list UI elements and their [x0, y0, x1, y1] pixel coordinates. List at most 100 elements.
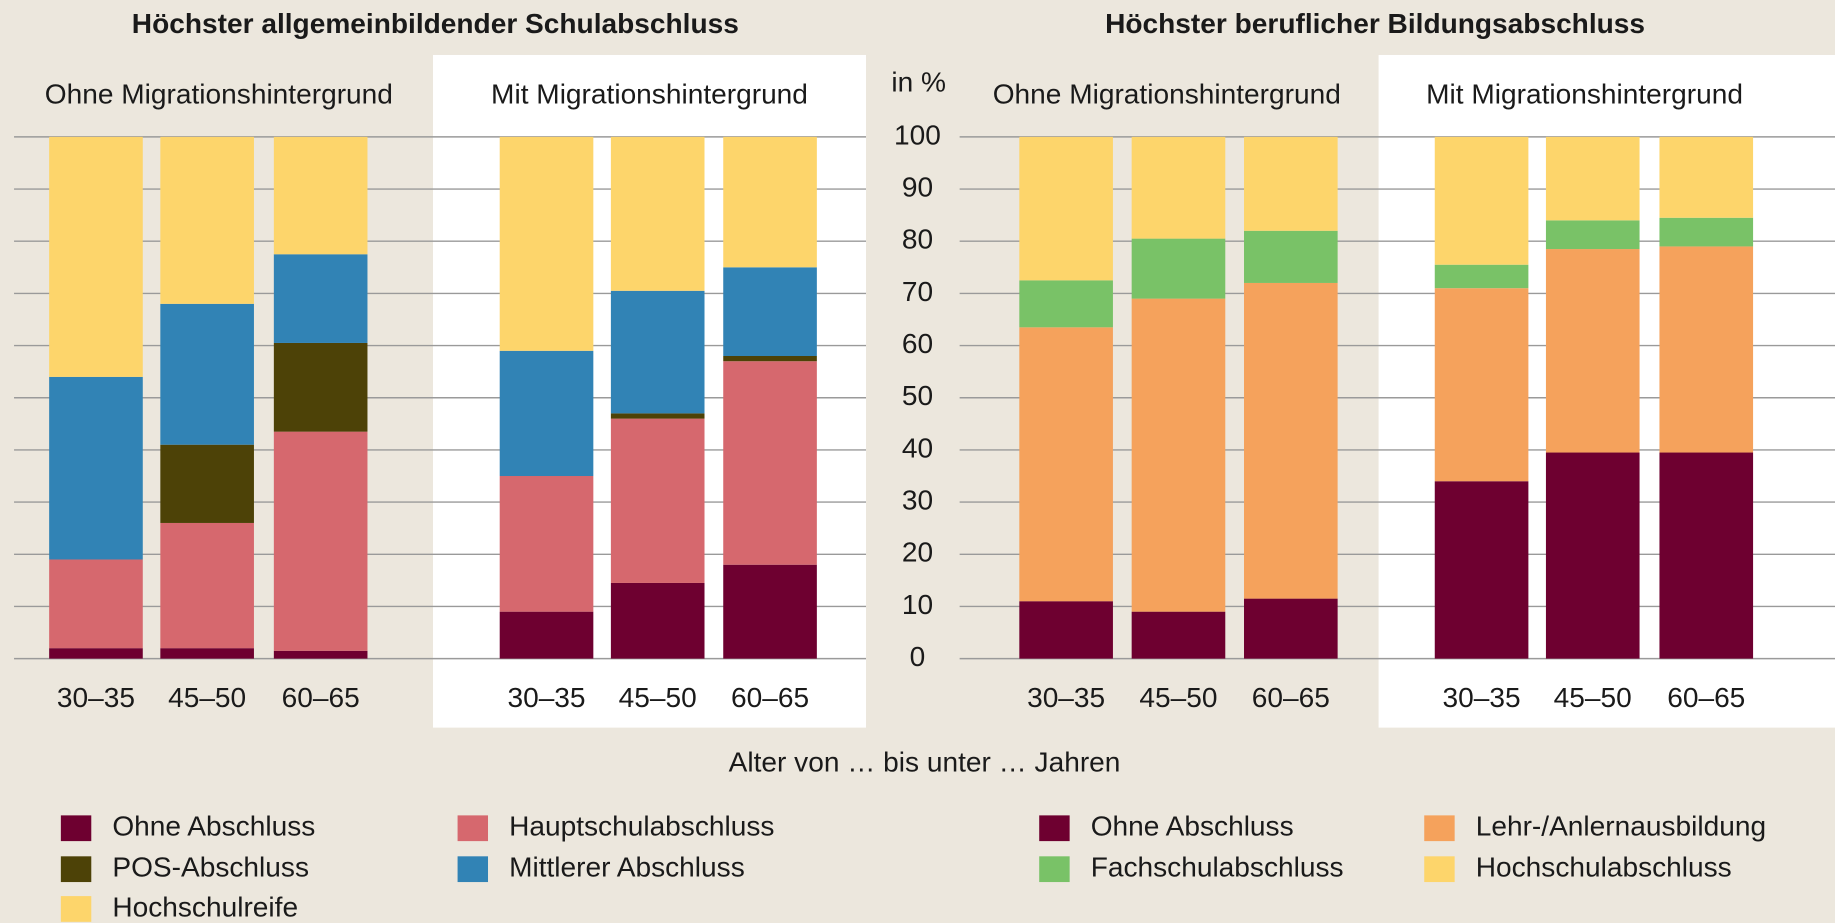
x-tick-label: 60–65	[1667, 682, 1745, 713]
bar-segment	[1434, 136, 1529, 265]
y-tick-label: 90	[902, 171, 933, 202]
legend-label: Ohne Abschluss	[112, 811, 315, 842]
x-tick-label: 60–65	[282, 682, 360, 713]
y-tick-label: 0	[910, 641, 926, 672]
legend-swatch	[60, 815, 92, 842]
bar-segment	[273, 254, 368, 343]
bar-segment	[1131, 238, 1226, 299]
legend-label: Hauptschulabschluss	[509, 811, 774, 842]
x-tick-label: 45–50	[1139, 682, 1217, 713]
bar-segment	[499, 350, 594, 477]
bar-segment	[610, 290, 705, 414]
bar-segment	[1019, 601, 1113, 659]
bar-segment	[610, 418, 705, 583]
bar-segment	[723, 267, 817, 357]
legend-swatch	[1039, 815, 1070, 842]
x-tick-label: 45–50	[1554, 682, 1632, 713]
panel-title: Mit Migrationshintergrund	[1426, 78, 1743, 109]
bar-segment	[610, 136, 705, 291]
x-axis-label: Alter von … bis unter … Jahren	[729, 746, 1121, 777]
legend-label: Hochschulreife	[112, 891, 298, 922]
legend-swatch	[60, 856, 92, 883]
bar-segment	[1244, 282, 1338, 599]
y-tick-label: 80	[902, 224, 933, 255]
legend-label: Lehr-/Anlernausbildung	[1476, 811, 1766, 842]
bar-segment	[610, 413, 705, 419]
x-tick-label: 30–35	[1027, 682, 1105, 713]
legend-swatch	[457, 856, 489, 883]
y-tick-label: 10	[902, 589, 933, 620]
legend-label: Ohne Abschluss	[1091, 811, 1294, 842]
legend-swatch	[457, 815, 489, 842]
x-tick-label: 60–65	[1252, 682, 1330, 713]
legend-swatch	[1424, 815, 1455, 842]
bar-segment	[499, 136, 594, 351]
panel-title: Ohne Migrationshintergrund	[45, 78, 393, 109]
x-tick-label: 30–35	[507, 682, 585, 713]
x-tick-label: 45–50	[619, 682, 697, 713]
bar-segment	[610, 582, 705, 659]
panel-title: Mit Migrationshintergrund	[491, 78, 808, 109]
bar-segment	[1019, 136, 1113, 281]
bar-segment	[723, 361, 817, 565]
x-tick-label: 30–35	[57, 682, 135, 713]
bar-segment	[160, 648, 254, 659]
bar-segment	[723, 356, 817, 362]
bar-segment	[49, 648, 143, 659]
y-tick-label: 70	[902, 276, 933, 307]
bar-segment	[273, 342, 368, 432]
y-tick-label: 100	[894, 119, 941, 150]
y-tick-label: 50	[902, 380, 933, 411]
bar-segment	[273, 431, 368, 651]
legend-label: POS-Abschluss	[112, 852, 309, 883]
bar-segment	[1659, 217, 1754, 247]
y-tick-label: 60	[902, 328, 933, 359]
y-tick-label: 20	[902, 537, 933, 568]
bar-segment	[1244, 598, 1338, 659]
bar-segment	[160, 522, 254, 649]
chart-title: Höchster allgemeinbildender Schulabschlu…	[132, 8, 739, 39]
bar-segment	[1244, 136, 1338, 231]
bar-segment	[1434, 288, 1529, 482]
bar-segment	[1545, 136, 1640, 221]
bar-segment	[1545, 220, 1640, 250]
bar-segment	[160, 136, 254, 304]
bar-segment	[49, 136, 143, 377]
x-tick-label: 30–35	[1443, 682, 1521, 713]
y-tick-label: 40	[902, 432, 933, 463]
legend-label: Fachschulabschluss	[1091, 852, 1344, 883]
bar-segment	[49, 559, 143, 649]
legend-swatch	[1424, 856, 1455, 883]
bar-segment	[1434, 264, 1529, 289]
panel-title: Ohne Migrationshintergrund	[993, 78, 1341, 109]
bar-segment	[1131, 136, 1226, 239]
bar-segment	[1659, 452, 1754, 659]
bar-segment	[1131, 298, 1226, 612]
bar-segment	[1434, 481, 1529, 659]
y-axis-label: in %	[891, 67, 946, 98]
bar-segment	[1545, 452, 1640, 659]
bar-segment	[1545, 249, 1640, 453]
bar-segment	[1019, 280, 1113, 328]
x-tick-label: 60–65	[731, 682, 809, 713]
bar-segment	[499, 611, 594, 659]
bar-segment	[1659, 136, 1754, 218]
bar-segment	[273, 650, 368, 659]
bar-segment	[1131, 611, 1226, 659]
bar-segment	[160, 444, 254, 523]
legend-label: Hochschulabschluss	[1476, 852, 1732, 883]
bar-segment	[49, 376, 143, 560]
bar-segment	[723, 564, 817, 659]
chart-title: Höchster beruflicher Bildungsabschluss	[1105, 8, 1645, 39]
bar-segment	[1019, 327, 1113, 602]
bar-segment	[273, 136, 368, 255]
bar-segment	[1244, 230, 1338, 283]
bar-segment	[160, 303, 254, 445]
bar-segment	[499, 476, 594, 612]
legend-label: Mittlerer Abschluss	[509, 852, 745, 883]
legend-swatch	[60, 896, 92, 922]
y-tick-label: 30	[902, 485, 933, 516]
legend-swatch	[1039, 856, 1070, 883]
x-tick-label: 45–50	[168, 682, 246, 713]
